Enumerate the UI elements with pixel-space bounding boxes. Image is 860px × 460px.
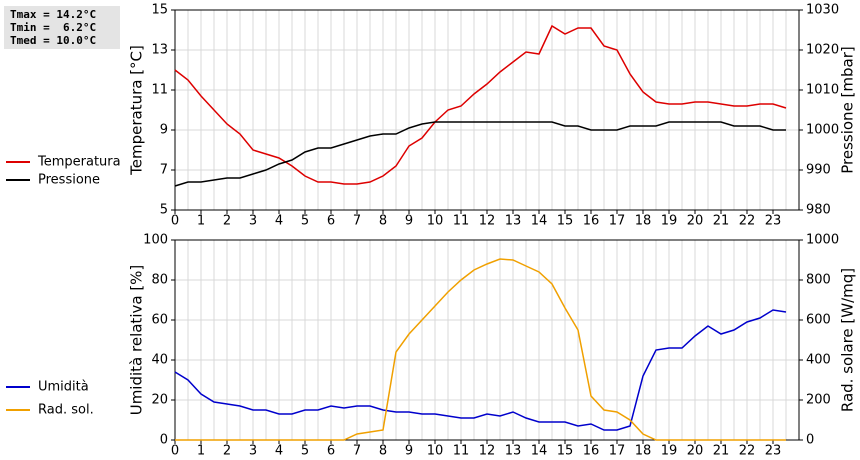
y-axis-title: Temperatura [°C] [128, 45, 146, 176]
x-tick-label: 16 [583, 444, 600, 459]
y2-tick-label: 1000 [806, 123, 839, 138]
y-tick-label: 13 [151, 43, 168, 58]
y-tick-label: 100 [143, 233, 168, 248]
y2-tick-label: 1020 [806, 43, 839, 58]
x-tick-label: 0 [171, 444, 179, 459]
series-line [175, 258, 786, 441]
x-tick-label: 6 [327, 214, 335, 229]
x-tick-label: 21 [713, 214, 730, 229]
x-tick-label: 5 [301, 214, 309, 229]
x-tick-label: 20 [687, 444, 704, 459]
x-tick-label: 2 [223, 444, 231, 459]
x-tick-label: 9 [405, 214, 413, 229]
x-tick-label: 22 [739, 444, 756, 459]
y-tick-label: 0 [160, 433, 168, 448]
y-tick-label: 60 [151, 313, 168, 328]
x-tick-label: 16 [583, 214, 600, 229]
x-tick-label: 0 [171, 214, 179, 229]
plot-frame [174, 9, 800, 211]
y2-tick-label: 400 [806, 353, 831, 368]
x-tick-label: 11 [453, 444, 470, 459]
x-tick-label: 17 [609, 444, 626, 459]
series-line [174, 121, 786, 187]
y-tick-label: 5 [160, 203, 168, 218]
y2-tick-label: 600 [806, 313, 831, 328]
x-tick-label: 12 [479, 214, 496, 229]
y-tick-label: 11 [151, 83, 168, 98]
legend-label: Temperatura [37, 155, 121, 170]
x-tick-label: 4 [275, 214, 283, 229]
legend-label: Umidità [38, 380, 89, 395]
x-tick-label: 21 [713, 444, 730, 459]
x-tick-label: 18 [635, 214, 652, 229]
x-tick-label: 13 [505, 214, 522, 229]
x-tick-label: 10 [427, 214, 444, 229]
x-tick-label: 6 [327, 444, 335, 459]
y2-tick-label: 980 [806, 203, 831, 218]
x-tick-label: 19 [661, 214, 678, 229]
stat: Tmin = 6.2°C [10, 21, 97, 34]
x-tick-label: 2 [223, 214, 231, 229]
x-tick-label: 10 [427, 444, 444, 459]
x-tick-label: 1 [197, 214, 205, 229]
plot-frame [174, 239, 800, 441]
x-tick-label: 11 [453, 214, 470, 229]
x-tick-label: 14 [531, 444, 548, 459]
legend-label: Rad. sol. [38, 403, 94, 418]
y2-tick-label: 990 [806, 163, 831, 178]
stat: Tmed = 10.0°C [10, 34, 97, 47]
x-tick-label: 1 [197, 444, 205, 459]
x-tick-label: 5 [301, 444, 309, 459]
x-tick-label: 8 [379, 444, 387, 459]
x-tick-label: 19 [661, 444, 678, 459]
x-tick-label: 18 [635, 444, 652, 459]
x-tick-label: 12 [479, 444, 496, 459]
series-line [174, 309, 787, 431]
x-tick-label: 23 [765, 444, 782, 459]
stats-box: Tmax = 14.2°C Tmin = 6.2°C Tmed = 10.0°C [4, 6, 120, 49]
y-tick-label: 9 [160, 123, 168, 138]
y2-tick-label: 1010 [806, 83, 839, 98]
y2-axis-title: Pressione [mbar] [839, 46, 857, 174]
y2-tick-label: 1030 [806, 3, 839, 18]
x-tick-label: 3 [249, 214, 257, 229]
x-tick-label: 14 [531, 214, 548, 229]
x-tick-label: 7 [353, 214, 361, 229]
y-axis-title: Umidità relativa [%] [128, 265, 146, 416]
x-tick-label: 15 [557, 214, 574, 229]
x-tick-label: 23 [765, 214, 782, 229]
y2-tick-label: 800 [806, 273, 831, 288]
x-tick-label: 9 [405, 444, 413, 459]
x-tick-label: 7 [353, 444, 361, 459]
x-tick-label: 22 [739, 214, 756, 229]
x-tick-label: 17 [609, 214, 626, 229]
y-tick-label: 7 [160, 163, 168, 178]
x-tick-label: 8 [379, 214, 387, 229]
y-tick-label: 15 [151, 3, 168, 18]
x-tick-label: 3 [249, 444, 257, 459]
x-tick-label: 4 [275, 444, 283, 459]
stat: Tmax = 14.2°C [10, 8, 97, 21]
x-tick-label: 13 [505, 444, 522, 459]
y2-tick-label: 1000 [806, 233, 839, 248]
series-line [174, 24, 787, 185]
x-tick-label: 20 [687, 214, 704, 229]
legend-label: Pressione [38, 173, 100, 188]
y-tick-label: 80 [151, 273, 168, 288]
y2-tick-label: 0 [806, 433, 814, 448]
y-tick-label: 40 [151, 353, 168, 368]
y2-tick-label: 200 [806, 393, 831, 408]
y2-axis-title: Rad. solare [W/mq] [839, 268, 857, 412]
x-tick-label: 15 [557, 444, 574, 459]
y-tick-label: 20 [151, 393, 168, 408]
